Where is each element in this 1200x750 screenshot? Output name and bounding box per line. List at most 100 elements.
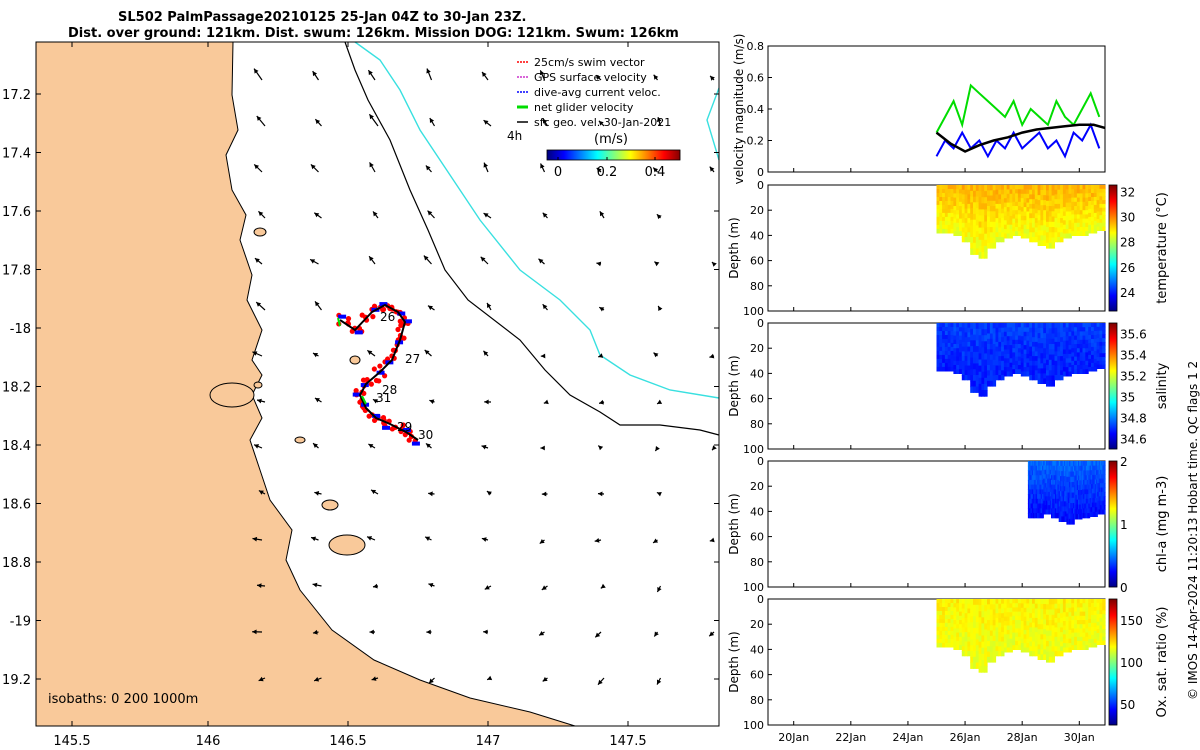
profile-cell <box>1079 206 1084 211</box>
colorbar-cell <box>1109 198 1117 200</box>
profile-cell <box>984 635 988 643</box>
profile-cell <box>1033 508 1035 514</box>
profile-cell <box>989 646 994 653</box>
profile-cell <box>1093 339 1098 344</box>
profile-cell <box>1085 227 1089 232</box>
profile-cell <box>1048 359 1053 366</box>
colorbar-cell <box>1109 206 1117 208</box>
profile-cell <box>1096 640 1100 645</box>
profile-cell <box>978 653 982 661</box>
profile-cell <box>950 346 954 352</box>
colorbar-cell <box>1109 627 1117 629</box>
colorbar-cell <box>1109 610 1117 612</box>
lon-tick-label: 146.5 <box>329 734 366 749</box>
profile-cell <box>967 356 971 362</box>
current-arrowhead <box>484 585 490 590</box>
track-day-label: 27 <box>405 352 420 366</box>
profile-cell <box>1060 337 1064 343</box>
profile-cell <box>1037 343 1041 349</box>
colorbar-cell <box>1109 378 1117 380</box>
profile-cell <box>1085 475 1088 481</box>
profile-cell <box>1049 500 1052 506</box>
profile-cell <box>987 609 991 616</box>
colorbar-cell <box>1109 722 1117 724</box>
profile-cell <box>944 193 949 198</box>
profile-cell <box>1074 628 1078 634</box>
profile-cell <box>1001 189 1005 195</box>
dive-avg-current <box>338 314 347 319</box>
profile-cell <box>1083 489 1086 495</box>
profile-cell <box>987 349 991 356</box>
profile-cell <box>973 604 977 612</box>
profile-cell <box>959 327 963 332</box>
profile-cell <box>950 216 954 222</box>
profile-cell <box>1097 483 1100 489</box>
profile-cell <box>1069 482 1071 488</box>
profile-cell <box>1087 508 1089 514</box>
profile-cell <box>936 220 940 226</box>
profile-cell <box>970 185 974 192</box>
profile-cell <box>1038 461 1041 467</box>
profile-cell <box>992 354 997 361</box>
profile-cell <box>1102 629 1106 634</box>
profile-cell <box>978 215 982 223</box>
profile-cell <box>1051 646 1055 653</box>
track-day-label: 30 <box>418 428 433 442</box>
colorbar-tick-label: 26 <box>1120 261 1135 275</box>
profile-cell <box>1096 474 1098 481</box>
profile-cell <box>1063 496 1066 502</box>
profile-cell <box>1048 216 1053 223</box>
profile-cell <box>1034 327 1039 333</box>
profile-cell <box>1096 357 1100 362</box>
profile-cell <box>1009 207 1013 213</box>
profile-cell <box>1093 511 1096 517</box>
profile-cell <box>1093 479 1096 485</box>
profile-cell <box>1049 483 1052 489</box>
profile-cell <box>944 599 949 604</box>
profile-cell <box>1012 231 1016 236</box>
profile-cell <box>998 622 1002 628</box>
colorbar-tick-label: 100 <box>1120 656 1143 670</box>
profile-cell <box>1065 233 1070 239</box>
profile-cell <box>1085 327 1089 332</box>
colorbar-cell <box>584 150 586 160</box>
profile-cell <box>1035 461 1038 467</box>
profile-cell <box>947 599 952 604</box>
profile-cell <box>944 220 949 226</box>
profile-cell <box>1032 646 1036 652</box>
profile-cell <box>1071 227 1075 232</box>
profile-cell <box>1093 619 1098 624</box>
profile-cell <box>1078 461 1080 467</box>
profile-cell <box>1091 638 1095 644</box>
profile-cell <box>939 323 943 328</box>
profile-cell <box>1051 465 1053 471</box>
profile-cell <box>1088 475 1091 481</box>
colorbar-cell <box>1109 473 1117 475</box>
profile-cell <box>1093 342 1098 348</box>
profile-cell <box>1088 611 1092 616</box>
colorbar-cell <box>1109 207 1117 209</box>
profile-cell <box>1051 484 1053 490</box>
colorbar-cell <box>574 150 576 160</box>
profile-cell <box>1093 335 1098 340</box>
profile-cell <box>1003 647 1008 653</box>
profile-cell <box>961 189 966 195</box>
profile-cell <box>1053 475 1056 481</box>
colorbar-cell <box>1109 355 1117 357</box>
current-arrowhead <box>599 211 605 217</box>
profile-cell <box>1029 237 1033 243</box>
profile-cell <box>987 200 991 207</box>
profile-cell <box>1093 220 1098 226</box>
profile-cell <box>1003 233 1008 239</box>
profile-cell <box>975 622 980 629</box>
profile-cell <box>1037 609 1041 615</box>
profile-cell <box>1057 608 1061 614</box>
profile-cell <box>959 193 963 199</box>
profile-cell <box>959 615 963 621</box>
profile-cell <box>947 197 952 202</box>
profile-cell <box>1080 504 1083 510</box>
profile-cell <box>1027 494 1030 500</box>
colorbar-cell <box>579 150 581 160</box>
profile-cell <box>970 231 974 238</box>
colorbar-cell <box>625 150 627 160</box>
